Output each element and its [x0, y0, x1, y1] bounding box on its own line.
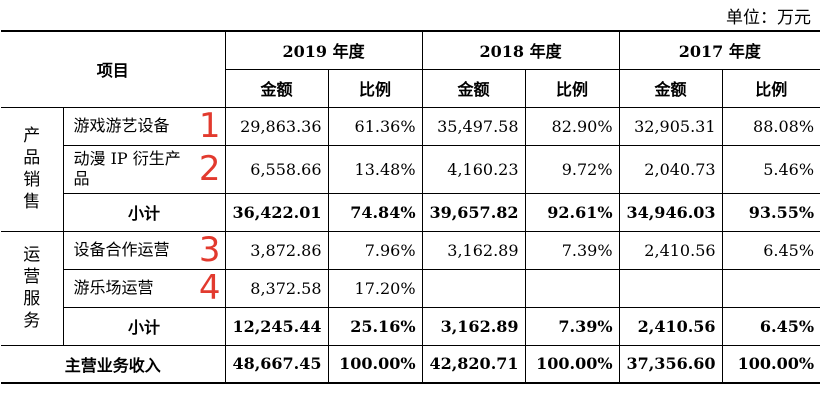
- ratio-cell: 9.72%: [524, 144, 620, 194]
- amount-cell: [618, 268, 723, 308]
- header-year-2019: 2019 年度: [224, 30, 423, 70]
- ratio-cell: 61.36%: [327, 106, 423, 146]
- ratio-cell: 88.08%: [721, 106, 821, 146]
- item-label: 动漫 IP 衍生产品: [73, 149, 181, 188]
- amount-cell: 39,657.82: [421, 192, 526, 232]
- ratio-cell: 13.48%: [327, 144, 423, 194]
- ratio-cell: 82.90%: [524, 106, 620, 146]
- ratio-cell: [524, 268, 620, 308]
- ratio-cell: [721, 268, 821, 308]
- amount-cell: 37,356.60: [618, 344, 723, 384]
- subtotal-row: 小计 12,245.44 25.16% 3,162.89 7.39% 2,410…: [1, 306, 821, 346]
- header-ratio: 比例: [524, 68, 620, 108]
- category-char: 销: [23, 170, 41, 190]
- subtotal-row: 小计 36,422.01 74.84% 39,657.82 92.61% 34,…: [1, 192, 821, 232]
- item-name: 设备合作运营 3: [62, 230, 226, 270]
- amount-cell: 32,905.31: [618, 106, 723, 146]
- header-year-2018: 2018 年度: [421, 30, 620, 70]
- annotation-marker: 4: [198, 268, 221, 308]
- table-row: 动漫 IP 衍生产品 2 6,558.66 13.48% 4,160.23 9.…: [1, 144, 821, 194]
- ratio-cell: 7.96%: [327, 230, 423, 270]
- category-char: 运: [23, 245, 41, 265]
- item-label: 游乐场运营: [73, 278, 154, 297]
- amount-cell: 2,040.73: [618, 144, 723, 194]
- total-label: 主营业务收入: [1, 344, 226, 384]
- header-amount: 金额: [618, 68, 723, 108]
- category-operation-services: 运 营 服 务: [1, 230, 64, 346]
- ratio-cell: 7.39%: [524, 230, 620, 270]
- category-char: 服: [23, 289, 41, 309]
- amount-cell: 42,820.71: [421, 344, 526, 384]
- subtotal-label: 小计: [62, 192, 226, 232]
- item-name: 游戏游艺设备 1: [62, 106, 226, 146]
- ratio-cell: 74.84%: [327, 192, 423, 232]
- amount-cell: 35,497.58: [421, 106, 526, 146]
- header-amount: 金额: [224, 68, 329, 108]
- total-row: 主营业务收入 48,667.45 100.00% 42,820.71 100.0…: [1, 344, 821, 384]
- ratio-cell: 6.45%: [721, 306, 821, 346]
- amount-cell: 3,162.89: [421, 230, 526, 270]
- header-row-years: 项目 2019 年度 2018 年度 2017 年度: [1, 30, 821, 108]
- ratio-cell: 5.46%: [721, 144, 821, 194]
- category-char: 营: [23, 267, 41, 287]
- annotation-marker: 1: [198, 106, 221, 146]
- amount-cell: 2,410.56: [618, 230, 723, 270]
- ratio-cell: 92.61%: [524, 192, 620, 232]
- table-row: 产 品 销 售 游戏游艺设备 1 29,863.36 61.36% 35,497…: [1, 106, 821, 232]
- category-char: 售: [23, 192, 41, 212]
- ratio-cell: 100.00%: [524, 344, 620, 384]
- ratio-cell: 6.45%: [721, 230, 821, 270]
- header-ratio: 比例: [721, 68, 821, 108]
- item-label: 设备合作运营: [73, 240, 170, 259]
- item-label: 游戏游艺设备: [73, 116, 170, 135]
- table-row: 运 营 服 务 设备合作运营 3 3,872.86 7.96% 3,162.89…: [1, 230, 821, 346]
- amount-cell: 8,372.58: [224, 268, 329, 308]
- category-char: 品: [23, 148, 41, 168]
- item-name: 动漫 IP 衍生产品 2: [62, 144, 226, 194]
- table-row: 游乐场运营 4 8,372.58 17.20%: [1, 268, 821, 308]
- header-amount: 金额: [421, 68, 526, 108]
- amount-cell: 36,422.01: [224, 192, 329, 232]
- category-char: 务: [23, 311, 41, 331]
- ratio-cell: 100.00%: [721, 344, 821, 384]
- annotation-marker: 2: [198, 149, 221, 189]
- header-project: 项目: [1, 30, 226, 108]
- amount-cell: 3,162.89: [421, 306, 526, 346]
- unit-label: 单位：万元: [726, 8, 811, 28]
- amount-cell: 29,863.36: [224, 106, 329, 146]
- category-product-sales: 产 品 销 售: [1, 106, 64, 232]
- amount-cell: 12,245.44: [224, 306, 329, 346]
- header-row-metrics: 金额 比例 金额 比例 金额 比例: [1, 68, 821, 108]
- amount-cell: 48,667.45: [224, 344, 329, 384]
- header-ratio: 比例: [327, 68, 423, 108]
- revenue-table: 项目 2019 年度 2018 年度 2017 年度 金额 比例 金额 比例 金…: [1, 30, 821, 384]
- header-year-2017: 2017 年度: [618, 30, 821, 70]
- category-char: 产: [23, 126, 41, 146]
- amount-cell: 3,872.86: [224, 230, 329, 270]
- annotation-marker: 3: [198, 230, 221, 270]
- item-name: 游乐场运营 4: [62, 268, 226, 308]
- ratio-cell: 25.16%: [327, 306, 423, 346]
- subtotal-label: 小计: [62, 306, 226, 346]
- ratio-cell: 100.00%: [327, 344, 423, 384]
- amount-cell: 4,160.23: [421, 144, 526, 194]
- amount-cell: [421, 268, 526, 308]
- amount-cell: 6,558.66: [224, 144, 329, 194]
- ratio-cell: 93.55%: [721, 192, 821, 232]
- amount-cell: 2,410.56: [618, 306, 723, 346]
- ratio-cell: 17.20%: [327, 268, 423, 308]
- amount-cell: 34,946.03: [618, 192, 723, 232]
- ratio-cell: 7.39%: [524, 306, 620, 346]
